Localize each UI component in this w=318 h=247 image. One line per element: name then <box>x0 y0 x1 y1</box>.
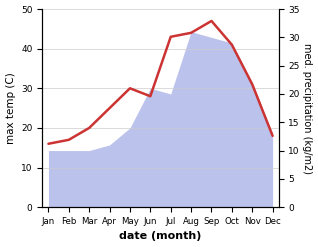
Y-axis label: max temp (C): max temp (C) <box>5 72 16 144</box>
X-axis label: date (month): date (month) <box>119 231 202 242</box>
Y-axis label: med. precipitation (kg/m2): med. precipitation (kg/m2) <box>302 43 313 174</box>
